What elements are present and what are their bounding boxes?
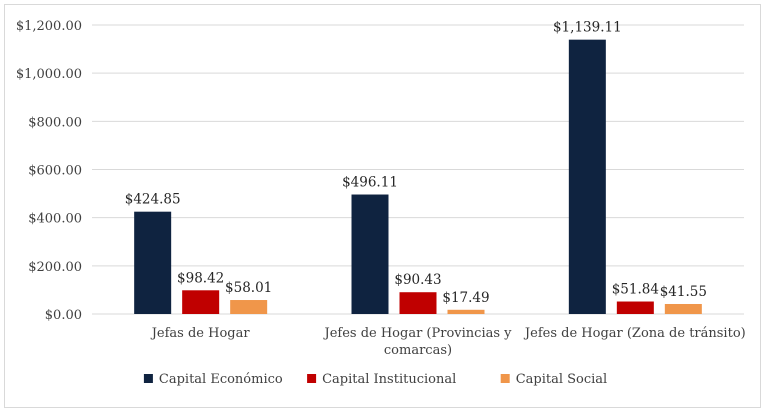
data-label: $17.49: [442, 290, 489, 306]
y-tick-label: $0.00: [45, 308, 82, 323]
bar: [182, 290, 220, 314]
legend-swatch: [143, 374, 153, 383]
data-label: $1,139.11: [553, 20, 622, 36]
x-tick-label: Jefes de Hogar (Provincias y: [322, 326, 512, 341]
bar: [568, 39, 606, 315]
y-tick-label: $200.00: [28, 260, 82, 275]
data-label: $58.01: [225, 280, 272, 296]
data-label: $51.84: [612, 282, 659, 298]
x-tick-label: Jefas de Hogar: [150, 326, 251, 341]
data-label: $424.85: [125, 192, 181, 208]
y-tick-label: $1,000.00: [16, 67, 82, 82]
data-label: $41.55: [660, 284, 707, 300]
data-label: $98.42: [177, 270, 224, 286]
x-tick-label: comarcas): [384, 343, 452, 358]
bar: [399, 292, 437, 314]
legend-swatch: [307, 374, 317, 383]
y-tick-label: $800.00: [28, 115, 82, 130]
bar: [134, 211, 172, 314]
legend-label: Capital Económico: [159, 372, 283, 387]
legend-label: Capital Institucional: [322, 372, 456, 387]
legend-swatch: [500, 374, 510, 383]
y-tick-label: $400.00: [28, 212, 82, 227]
bar: [664, 303, 702, 314]
legend-label: Capital Social: [516, 372, 608, 387]
bar: [230, 300, 268, 314]
bar: [447, 309, 485, 314]
x-tick-label: Jefes de Hogar (Zona de tránsito): [523, 326, 746, 341]
y-tick-label: $600.00: [28, 164, 82, 179]
bar: [616, 301, 654, 314]
data-label: $496.11: [342, 175, 398, 191]
bar: [351, 194, 389, 314]
y-tick-label: $1,200.00: [16, 19, 82, 34]
data-label: $90.43: [394, 272, 441, 288]
